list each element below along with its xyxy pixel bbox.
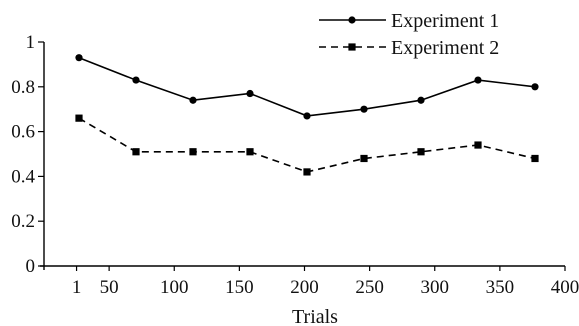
x-tick-label: 300 [421, 277, 450, 298]
data-point [132, 148, 140, 156]
legend-item: Experiment 1 [319, 10, 499, 32]
y-tick-label: 0.6 [11, 122, 35, 143]
legend: Experiment 1 Experiment 2 [319, 10, 499, 59]
x-tick-label: 100 [160, 277, 189, 298]
data-point [132, 76, 140, 84]
axes [40, 42, 565, 270]
data-point [531, 83, 539, 91]
legend-label: Experiment 2 [391, 37, 499, 59]
series-2 [75, 114, 539, 176]
data-point [531, 154, 539, 163]
x-tick-label: 150 [225, 277, 254, 298]
data-point [303, 112, 311, 120]
data-point [246, 89, 254, 98]
x-tick-label: 350 [486, 277, 515, 298]
data-point [75, 114, 83, 122]
x-tick-label: 400 [551, 277, 579, 298]
y-tick-label: 0.8 [11, 77, 35, 98]
legend-item: Experiment 2 [319, 37, 499, 59]
data-point [246, 148, 254, 156]
y-tick-label: 0.4 [11, 166, 35, 187]
x-tick-label: 200 [290, 277, 319, 298]
x-tick-label: 250 [355, 277, 384, 298]
legend-marker [348, 43, 356, 51]
data-point [474, 141, 482, 149]
data-point [474, 76, 482, 84]
series-line [78, 56, 536, 117]
data-point [189, 96, 197, 104]
data-point [303, 168, 311, 176]
legend-marker [348, 16, 356, 24]
y-tick-label: 0 [26, 256, 36, 277]
series-line [78, 117, 536, 173]
data-point [75, 54, 83, 62]
data-point [360, 154, 368, 163]
y-tick-label: 0.2 [11, 211, 35, 232]
data-point [189, 148, 197, 156]
data-point [360, 105, 368, 113]
y-axis-ticks: 0 0.2 0.4 0.6 0.8 1 [11, 32, 44, 277]
series-layer [75, 54, 539, 176]
x-axis-title: Trials [292, 306, 338, 326]
legend-label: Experiment 1 [391, 10, 499, 32]
data-point [417, 96, 425, 104]
y-tick-label: 1 [26, 32, 36, 53]
series-1 [75, 54, 539, 120]
x-axis-ticks: 1 50 100 150 200 250 300 350 400 [72, 266, 579, 298]
x-tick-label: 50 [100, 277, 119, 298]
x-tick-label: 1 [72, 277, 82, 298]
data-point [417, 148, 425, 156]
